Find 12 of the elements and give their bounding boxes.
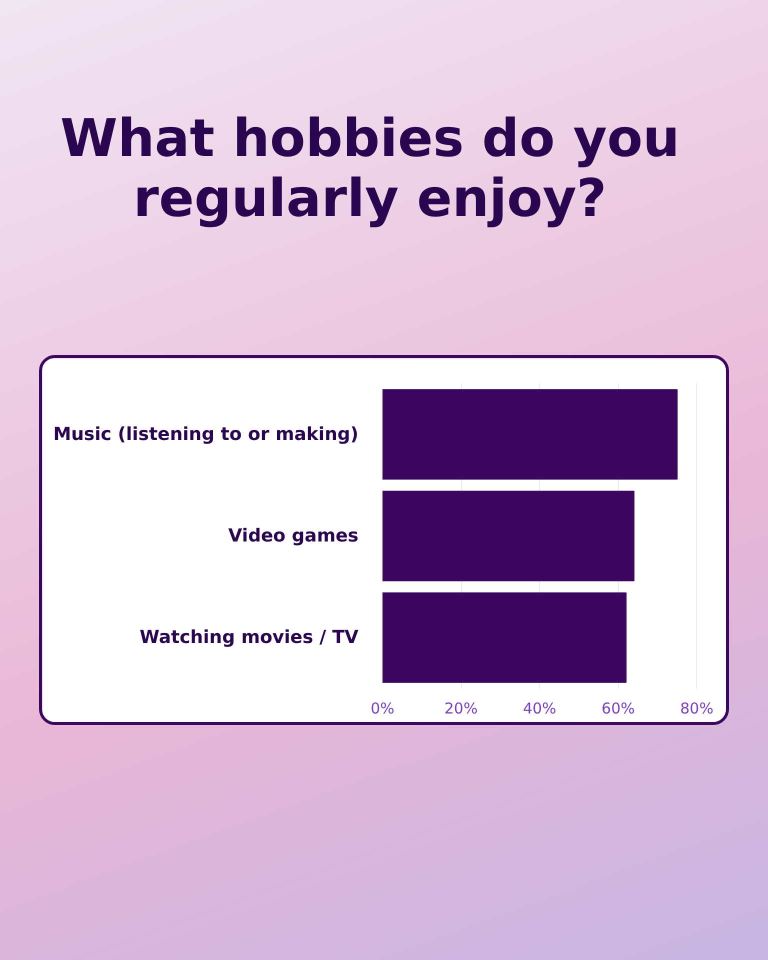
bar	[382, 490, 634, 582]
bar	[382, 592, 627, 683]
x-tick-label: 60%	[602, 700, 635, 718]
y-tick-label: Watching movies / TV	[140, 627, 359, 648]
x-tick-label: 40%	[522, 700, 556, 718]
y-tick-label: Video games	[228, 526, 358, 546]
y-tick-label: Music (listening to or making)	[53, 424, 359, 445]
x-tick-label: 20%	[444, 700, 478, 718]
bar	[382, 389, 678, 480]
chart-title: What hobbies do you regularly enjoy?	[59, 109, 681, 230]
x-tick-label: 80%	[680, 700, 714, 718]
x-tick-label: 0%	[370, 700, 394, 718]
